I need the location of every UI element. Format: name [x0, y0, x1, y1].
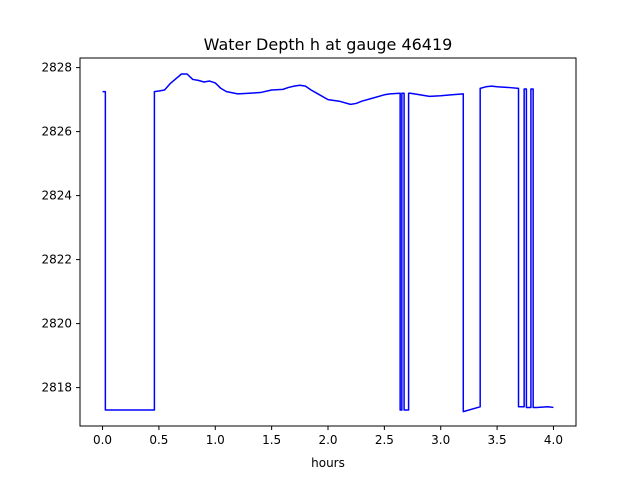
y-tick-label: 2822: [41, 253, 72, 267]
y-tick-label: 2824: [41, 189, 72, 203]
y-tick-label: 2828: [41, 61, 72, 75]
x-tick-label: 2.0: [318, 433, 337, 447]
y-tick-label: 2818: [41, 381, 72, 395]
x-tick-label: 0.5: [149, 433, 168, 447]
y-tick-label: 2826: [41, 125, 72, 139]
x-axis-label: hours: [311, 456, 345, 470]
x-tick-label: 1.0: [206, 433, 225, 447]
x-tick-label: 4.0: [544, 433, 563, 447]
x-tick-label: 0.0: [93, 433, 112, 447]
plot-area: 0.0 0.5 1.0 1.5 2.0 2.5 3.0 3.5 4.0 2818 2820 2822 2…: [41, 57, 577, 447]
y-tick-label: 2820: [41, 317, 72, 331]
x-tick-label: 2.5: [375, 433, 394, 447]
series-line-0: [102, 73, 554, 413]
x-tick-label: 1.5: [262, 433, 281, 447]
x-tick-label: 3.0: [431, 433, 450, 447]
chart-title: Water Depth h at gauge 46419: [204, 35, 453, 54]
x-tick-label: 3.5: [488, 433, 507, 447]
